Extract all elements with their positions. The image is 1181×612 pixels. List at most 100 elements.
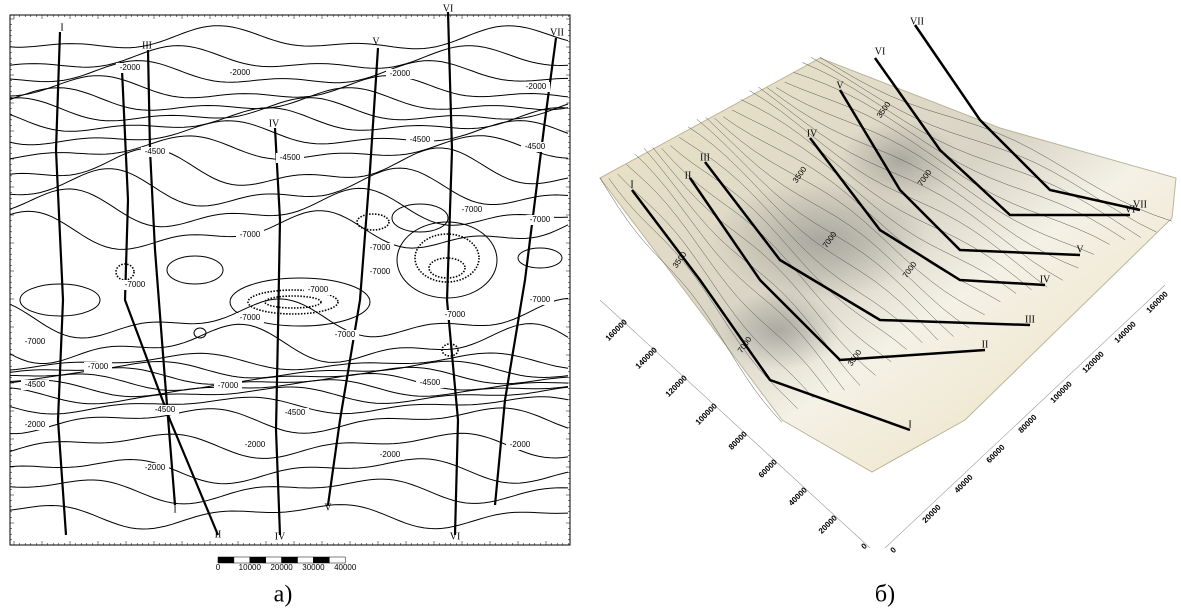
- contour-line: [9, 75, 569, 99]
- scale-segment: [281, 556, 298, 564]
- contour-line: [9, 396, 569, 415]
- contour-line: [9, 147, 569, 186]
- label-mask: [522, 82, 550, 92]
- profile-label: III: [142, 40, 152, 51]
- surface-contour: [819, 56, 1173, 222]
- profile-label: I: [60, 22, 63, 33]
- contour-label: -7000: [308, 285, 329, 294]
- closed-contour: [193, 327, 207, 339]
- label-mask: [84, 362, 112, 372]
- profile-label: III: [1025, 314, 1035, 325]
- contour-line: [9, 372, 569, 391]
- profile-line: [631, 189, 911, 432]
- label-mask: [441, 310, 469, 320]
- label-mask: [526, 295, 554, 305]
- surface-contour: [767, 87, 1079, 269]
- profile-line: [913, 24, 1141, 212]
- label-mask: [116, 63, 144, 73]
- label-mask: [141, 147, 169, 157]
- surface-shade: [720, 290, 840, 370]
- surface-contour: [652, 147, 876, 376]
- label-mask: [526, 215, 554, 225]
- surface-contour: [635, 154, 845, 391]
- scale-segment: [233, 556, 251, 564]
- axis-tick-label: 60000: [985, 442, 1007, 464]
- profile-line: [873, 57, 1130, 217]
- profile-label: I: [908, 419, 911, 430]
- profile-line: [704, 161, 1031, 327]
- contour-label: -2000: [25, 420, 46, 429]
- scale-segment: [249, 556, 266, 564]
- profile-label: VI: [875, 46, 886, 57]
- axis-tick-label: 160000: [604, 317, 630, 343]
- contour-label: -7000: [25, 337, 46, 346]
- profile-label: V: [836, 80, 844, 91]
- scale-label: 20000: [270, 563, 293, 572]
- label-mask: [236, 230, 264, 240]
- profile-label: IV: [1040, 274, 1051, 285]
- contour-line: [9, 504, 569, 530]
- contour-label: -2000: [145, 463, 166, 472]
- profile-label: VI: [443, 3, 454, 14]
- axis-tick-label: 80000: [1017, 412, 1039, 434]
- scale-label: 10000: [239, 563, 262, 572]
- contour-line: [9, 97, 569, 122]
- contour-line: [9, 45, 569, 69]
- label-mask: [458, 205, 486, 215]
- contour-label: -2000: [245, 440, 266, 449]
- contour-label: -7000: [240, 230, 261, 239]
- closed-contour: [356, 213, 390, 231]
- axis-tick-label: 60000: [757, 457, 779, 479]
- profile-label: IV: [807, 128, 818, 139]
- contour-label: -7000: [445, 310, 466, 319]
- scale-label: 40000: [334, 563, 357, 572]
- contour-label: -2000: [390, 69, 411, 78]
- profile-label: II: [215, 529, 222, 540]
- label-mask: [151, 405, 179, 415]
- profile-line: [493, 37, 558, 506]
- contour-label: -2000: [120, 63, 141, 72]
- profile-label: II: [685, 170, 692, 181]
- contour-line: [9, 107, 569, 132]
- surface-contour: [793, 72, 1126, 241]
- profile-label: III: [700, 152, 710, 163]
- surface-contour: [749, 90, 1048, 288]
- surface-shade: [710, 180, 930, 300]
- closed-contour: [264, 295, 322, 309]
- contour-line: [9, 210, 569, 250]
- contour-line: [9, 60, 569, 84]
- surface-contour: [670, 145, 907, 350]
- surface-contour: [758, 86, 1063, 281]
- surface-contour: [696, 119, 954, 337]
- contour-label: -7000: [125, 280, 146, 289]
- caption: б): [875, 582, 895, 608]
- scale-segment: [313, 556, 330, 564]
- closed-contour: [414, 233, 480, 283]
- closed-contour: [229, 277, 371, 327]
- contour-line: [9, 167, 569, 207]
- surface-contour: [661, 148, 892, 362]
- label-mask: [304, 285, 332, 295]
- scale-segment: [217, 556, 235, 564]
- axis-tick-label: 100000: [694, 401, 720, 427]
- closed-contour: [517, 247, 563, 269]
- axis-line: [884, 284, 1166, 549]
- profile-label: V: [324, 502, 332, 513]
- surface-contour: [784, 81, 1110, 245]
- scale-label: 0: [216, 563, 221, 572]
- closed-contour: [247, 289, 339, 315]
- profile-label: IV: [269, 118, 280, 129]
- label-mask: [506, 440, 534, 450]
- label-mask: [121, 280, 149, 290]
- closed-contour: [19, 283, 101, 317]
- axis-tick-label: 120000: [1081, 349, 1107, 375]
- profile-line: [326, 47, 380, 506]
- axis-tick-label: 140000: [634, 345, 660, 371]
- contour-label: -7000: [370, 267, 391, 276]
- profile-line: [273, 127, 282, 536]
- contour-label: -4500: [280, 153, 301, 162]
- axis-tick-label: 40000: [787, 485, 809, 507]
- scale-segment: [329, 556, 346, 564]
- axis-tick-label: 160000: [1145, 289, 1171, 315]
